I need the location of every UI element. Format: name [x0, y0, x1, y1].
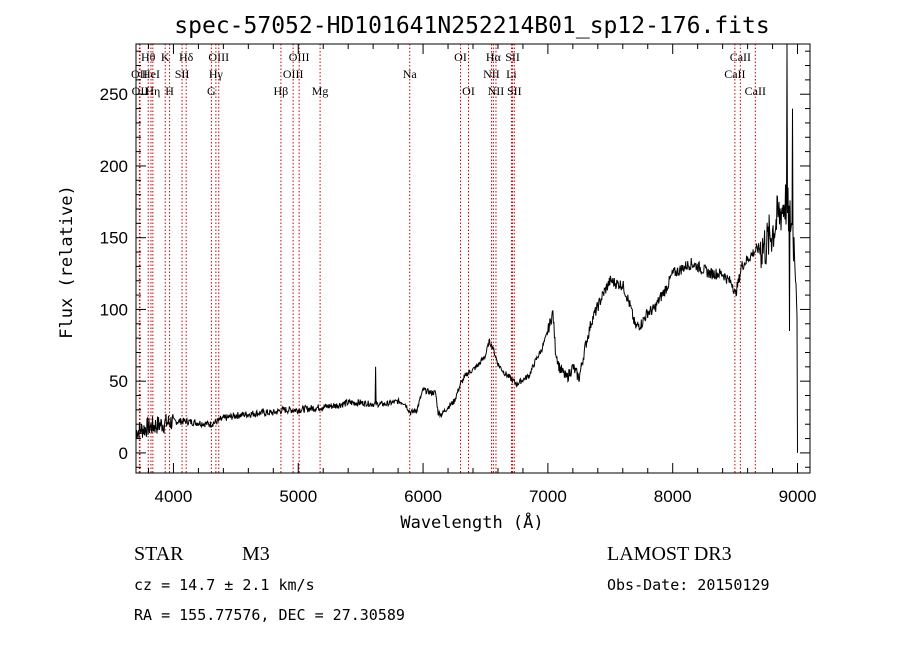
y-axis-label: Flux (relative) — [57, 185, 77, 339]
line-marker-label: Mg — [312, 84, 329, 98]
x-axis-label: Wavelength (Å) — [400, 511, 543, 533]
coordinates: RA = 155.77576, DEC = 27.30589 — [134, 606, 405, 624]
y-tick-label: 100 — [100, 300, 128, 319]
y-tick-label: 200 — [100, 157, 128, 176]
line-marker-label: Li — [506, 67, 517, 81]
line-marker-label: SII — [507, 84, 522, 98]
line-marker-label: CaII — [745, 84, 766, 98]
line-marker-label: OIII — [283, 67, 304, 81]
spectrum-line — [135, 43, 798, 453]
x-tick-label: 7000 — [529, 487, 567, 506]
line-marker-label: HeI — [142, 67, 160, 81]
x-tick-label: 9000 — [779, 487, 817, 506]
y-tick-label: 150 — [100, 229, 128, 248]
y-tick-label: 0 — [119, 444, 128, 463]
line-marker-label: Hη — [145, 84, 160, 98]
survey-name: LAMOST DR3 — [607, 543, 732, 565]
y-tick-label: 50 — [109, 372, 128, 391]
line-marker-label: K — [161, 50, 170, 64]
line-marker-label: OI — [462, 84, 475, 98]
line-marker-label: Hθ — [141, 50, 156, 64]
line-marker-label: OIII — [208, 50, 229, 64]
x-tick-label: 6000 — [404, 487, 442, 506]
chart-title: spec-57052-HD101641N252214B01_sp12-176.f… — [174, 13, 769, 39]
line-marker-label: Hδ — [179, 50, 194, 64]
line-marker-label: G — [207, 84, 216, 98]
object-class: STAR — [134, 543, 184, 565]
line-marker-label: OI — [454, 50, 467, 64]
line-marker-label: NII — [483, 67, 500, 81]
line-marker-label: Na — [403, 67, 418, 81]
line-marker-label: OIII — [289, 50, 310, 64]
line-marker-label: H — [165, 84, 174, 98]
redshift-cz: cz = 14.7 ± 2.1 km/s — [134, 576, 315, 594]
line-marker-label: Hα — [486, 50, 502, 64]
line-marker-label: NII — [488, 84, 505, 98]
line-marker-label: Hβ — [274, 84, 289, 98]
x-tick-label: 4000 — [155, 487, 193, 506]
object-subclass: M3 — [242, 543, 270, 565]
line-marker-label: CaII — [730, 50, 751, 64]
line-marker-label: CaII — [724, 67, 745, 81]
x-tick-label: 5000 — [279, 487, 317, 506]
line-marker-label: SII — [175, 67, 190, 81]
y-tick-label: 250 — [100, 85, 128, 104]
line-marker-label: OII — [131, 67, 148, 81]
plot-frame — [135, 43, 811, 474]
line-marker-label: Hγ — [209, 67, 224, 81]
line-marker-label: SII — [505, 50, 520, 64]
x-tick-label: 8000 — [654, 487, 692, 506]
observation-date: Obs-Date: 20150129 — [607, 576, 770, 594]
